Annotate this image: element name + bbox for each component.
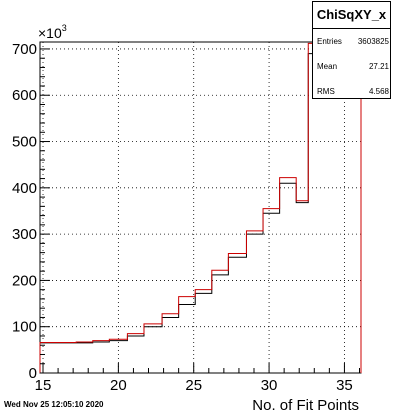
footer-timestamp: Wed Nov 25 12:05:10 2020: [4, 400, 104, 409]
mean-label: Mean: [317, 62, 338, 71]
y-tick-label: 400: [12, 180, 37, 197]
plot-frame: [39, 41, 362, 374]
y-tick-label: 200: [12, 272, 37, 289]
x-axis-ticks: 15 20 25 30 35: [35, 363, 360, 394]
y-tick-label: 0: [29, 365, 37, 382]
y-tick-label: 100: [12, 319, 37, 336]
stats-title: ChiSqXY_x: [313, 2, 390, 29]
y-multiplier: ×103: [38, 23, 67, 41]
x-tick-label: 20: [110, 377, 127, 394]
rms-label: RMS: [317, 87, 335, 96]
entries-label: Entries: [317, 37, 342, 46]
grid-lines: [40, 42, 361, 373]
x-tick-label: 30: [261, 377, 278, 394]
y-tick-label: 700: [12, 41, 37, 58]
mean-value: 27.21: [368, 62, 389, 71]
x-tick-label: 15: [35, 377, 52, 394]
rms-value: 4.568: [368, 87, 389, 96]
x-tick-label: 35: [336, 377, 353, 394]
y-tick-label: 600: [12, 87, 37, 104]
x-tick-label: 25: [185, 377, 202, 394]
entries-value: 3603825: [357, 37, 389, 46]
y-axis-ticks: 0 100 200 300 400 500 600 700: [12, 41, 50, 382]
series-layer: [39, 42, 362, 373]
y-tick-label: 300: [12, 226, 37, 243]
histogram-series-1: [39, 53, 362, 373]
histogram-series-2: [39, 42, 362, 373]
y-tick-label: 500: [12, 134, 37, 151]
stats-box: ChiSqXY_x Entries 3603825 Mean 27.21 RMS…: [312, 1, 391, 99]
x-axis-title: No. of Fit Points: [252, 397, 359, 414]
